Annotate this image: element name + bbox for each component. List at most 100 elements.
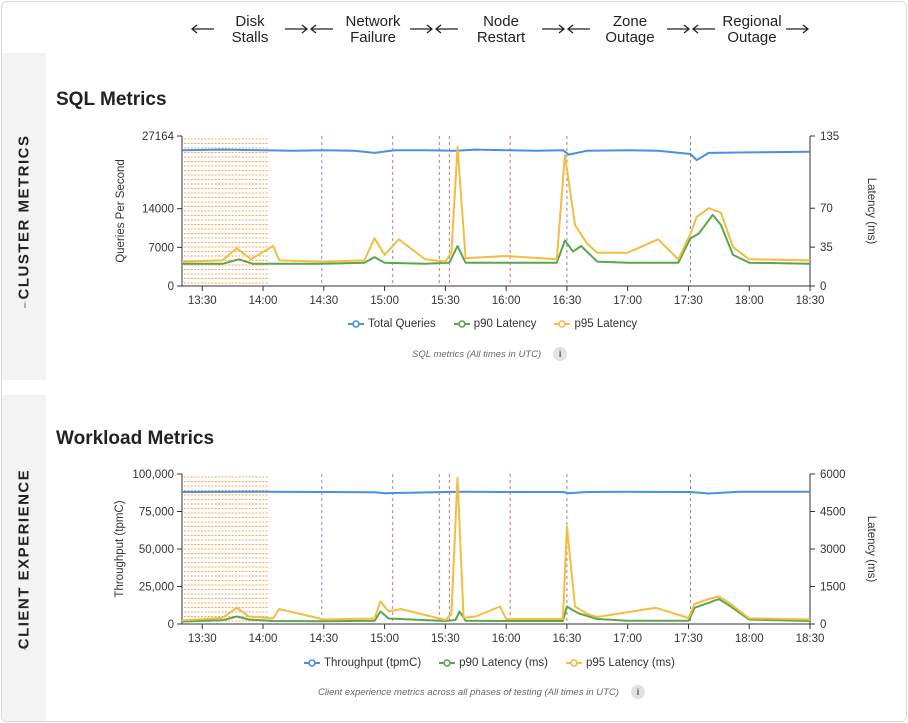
legend-marker-icon bbox=[554, 320, 571, 328]
y-tick-label: 7000 bbox=[148, 242, 174, 254]
phase-line2: Stalls bbox=[231, 29, 269, 46]
chart-legend: Throughput (tpmC) p90 Latency (ms) p95 Lat… bbox=[304, 657, 675, 669]
series-line bbox=[181, 148, 811, 162]
x-tick-label: 17:00 bbox=[613, 295, 642, 307]
y-axis-label: Queries Per Second bbox=[115, 159, 127, 263]
info-icon[interactable]: i bbox=[630, 685, 645, 699]
sql-metrics-chart: 13:30 14:00 14:30 15:00 15:30 16:00 16:30 17:00… bbox=[115, 131, 877, 307]
info-icon[interactable]: i bbox=[24, 642, 26, 652]
arrow-left-icon bbox=[309, 24, 333, 34]
workload-metrics-chart: 13:30 14:00 14:30 15:00 15:30 16:00 16:30 17:00… bbox=[114, 469, 877, 645]
y-tick-label: 27164 bbox=[142, 131, 175, 143]
chart-caption: Client experience metrics across all pha… bbox=[318, 685, 645, 699]
phase-line2: Restart bbox=[476, 29, 526, 46]
legend-marker-icon bbox=[439, 659, 456, 667]
legend-item[interactable]: p90 Latency (ms) bbox=[439, 657, 548, 669]
y2-axis-label: Latency (ms) bbox=[865, 178, 877, 245]
caption-text: Client experience metrics across all pha… bbox=[318, 686, 619, 698]
workload-metrics-card: Workload Metrics 13:30 14:00 14:30 15:00 15:… bbox=[46, 395, 906, 721]
phase-line1: Network bbox=[345, 13, 401, 30]
arrow-right-icon bbox=[410, 24, 434, 34]
legend-item[interactable]: p90 Latency bbox=[453, 318, 537, 330]
x-tick-label: 15:00 bbox=[370, 633, 399, 645]
client-experience-panel: CLIENT EXPERIENCE i Workload Metrics 13:… bbox=[2, 395, 906, 721]
cluster-side-rail: CLUSTER METRICS i bbox=[2, 53, 46, 380]
legend-marker-icon bbox=[453, 320, 470, 328]
arrow-left-icon bbox=[190, 24, 214, 34]
x-tick-label: 17:30 bbox=[674, 295, 703, 307]
legend-label: p90 Latency bbox=[473, 318, 537, 330]
series-line bbox=[181, 598, 811, 623]
y-tick-label: 0 bbox=[168, 281, 174, 293]
chart-title: SQL Metrics bbox=[56, 89, 167, 110]
y2-tick-label: 35 bbox=[820, 242, 833, 254]
y2-tick-label: 0 bbox=[820, 619, 826, 631]
cluster-metrics-label: CLUSTER METRICS bbox=[15, 134, 33, 299]
x-tick-label: 16:30 bbox=[553, 295, 582, 307]
x-tick-label: 17:00 bbox=[613, 633, 642, 645]
series-line bbox=[181, 490, 811, 495]
y2-axis-label: Latency (ms) bbox=[865, 516, 877, 583]
legend-marker-icon bbox=[348, 320, 364, 328]
phase-node-restart: Node Restart bbox=[466, 14, 536, 46]
chart-caption: SQL metrics (All times in UTC) i bbox=[412, 347, 568, 361]
sql-metrics-card: SQL Metrics 13:30 14:00 14:30 15:00 15:30 16:… bbox=[46, 53, 906, 380]
legend-label: p95 Latency (ms) bbox=[586, 657, 675, 669]
y2-tick-label: 0 bbox=[820, 281, 826, 293]
phase-network-failure: Network Failure bbox=[336, 14, 410, 46]
arrow-right-icon bbox=[542, 24, 566, 34]
client-experience-label: CLIENT EXPERIENCE bbox=[15, 468, 33, 649]
arrow-right-icon bbox=[667, 24, 691, 34]
legend-marker-dot bbox=[457, 320, 466, 328]
legend-item[interactable]: Total Queries bbox=[348, 318, 436, 330]
legend-item[interactable]: p95 Latency bbox=[554, 318, 637, 330]
chart-title: Workload Metrics bbox=[56, 428, 215, 449]
arrow-left-icon bbox=[691, 24, 715, 34]
x-tick-label: 15:30 bbox=[431, 633, 460, 645]
legend-marker-dot bbox=[558, 320, 567, 328]
y2-tick-label: 70 bbox=[820, 203, 833, 215]
legend-marker-dot bbox=[308, 659, 316, 667]
x-tick-label: 14:30 bbox=[309, 633, 338, 645]
y2-tick-label: 4500 bbox=[820, 507, 846, 519]
legend-label: p95 Latency bbox=[574, 318, 638, 330]
y2-tick-label: 135 bbox=[820, 131, 839, 143]
legend-marker-dot bbox=[570, 659, 578, 667]
chart-legend: Total Queries p90 Latency p95 Latency bbox=[348, 318, 637, 330]
y-axis-label: Throughput (tpmC) bbox=[114, 500, 126, 597]
y2-tick-label: 1500 bbox=[820, 582, 846, 594]
y-tick-label: 14000 bbox=[142, 204, 174, 216]
series-line bbox=[181, 476, 811, 622]
phase-regional-outage: Regional Outage bbox=[714, 14, 790, 46]
phase-line1: Node bbox=[483, 13, 519, 30]
legend-label: Throughput (tpmC) bbox=[324, 657, 422, 669]
phase-line2: Failure bbox=[350, 29, 396, 46]
y-tick-label: 50,000 bbox=[139, 544, 174, 556]
arrow-left-icon bbox=[566, 24, 590, 34]
info-icon[interactable]: i bbox=[24, 300, 26, 310]
x-tick-label: 16:00 bbox=[492, 295, 521, 307]
series-line bbox=[182, 213, 811, 265]
arrow-right-icon bbox=[285, 24, 309, 34]
phase-line1: Zone bbox=[612, 13, 648, 30]
x-tick-label: 18:30 bbox=[796, 633, 825, 645]
y-tick-label: 100,000 bbox=[132, 469, 174, 481]
phase-header: Disk Stalls Network Failure Node Restart Zo… bbox=[2, 2, 906, 52]
y-tick-label: 25,000 bbox=[139, 582, 174, 594]
x-tick-label: 18:00 bbox=[735, 295, 764, 307]
legend-label: p90 Latency (ms) bbox=[459, 657, 549, 669]
y-tick-label: 75,000 bbox=[139, 507, 174, 519]
x-tick-label: 13:30 bbox=[188, 295, 217, 307]
phase-disk-stalls: Disk Stalls bbox=[218, 14, 282, 46]
legend-marker-icon bbox=[304, 659, 320, 667]
y2-tick-label: 3000 bbox=[820, 544, 846, 556]
info-icon[interactable]: i bbox=[553, 347, 568, 361]
x-tick-label: 18:30 bbox=[796, 295, 825, 307]
x-tick-label: 13:30 bbox=[188, 633, 217, 645]
legend-marker-icon bbox=[566, 659, 583, 667]
caption-text: SQL metrics (All times in UTC) bbox=[412, 348, 542, 360]
legend-item[interactable]: p95 Latency (ms) bbox=[566, 657, 675, 669]
legend-item[interactable]: Throughput (tpmC) bbox=[304, 657, 421, 669]
x-tick-label: 14:30 bbox=[309, 295, 338, 307]
